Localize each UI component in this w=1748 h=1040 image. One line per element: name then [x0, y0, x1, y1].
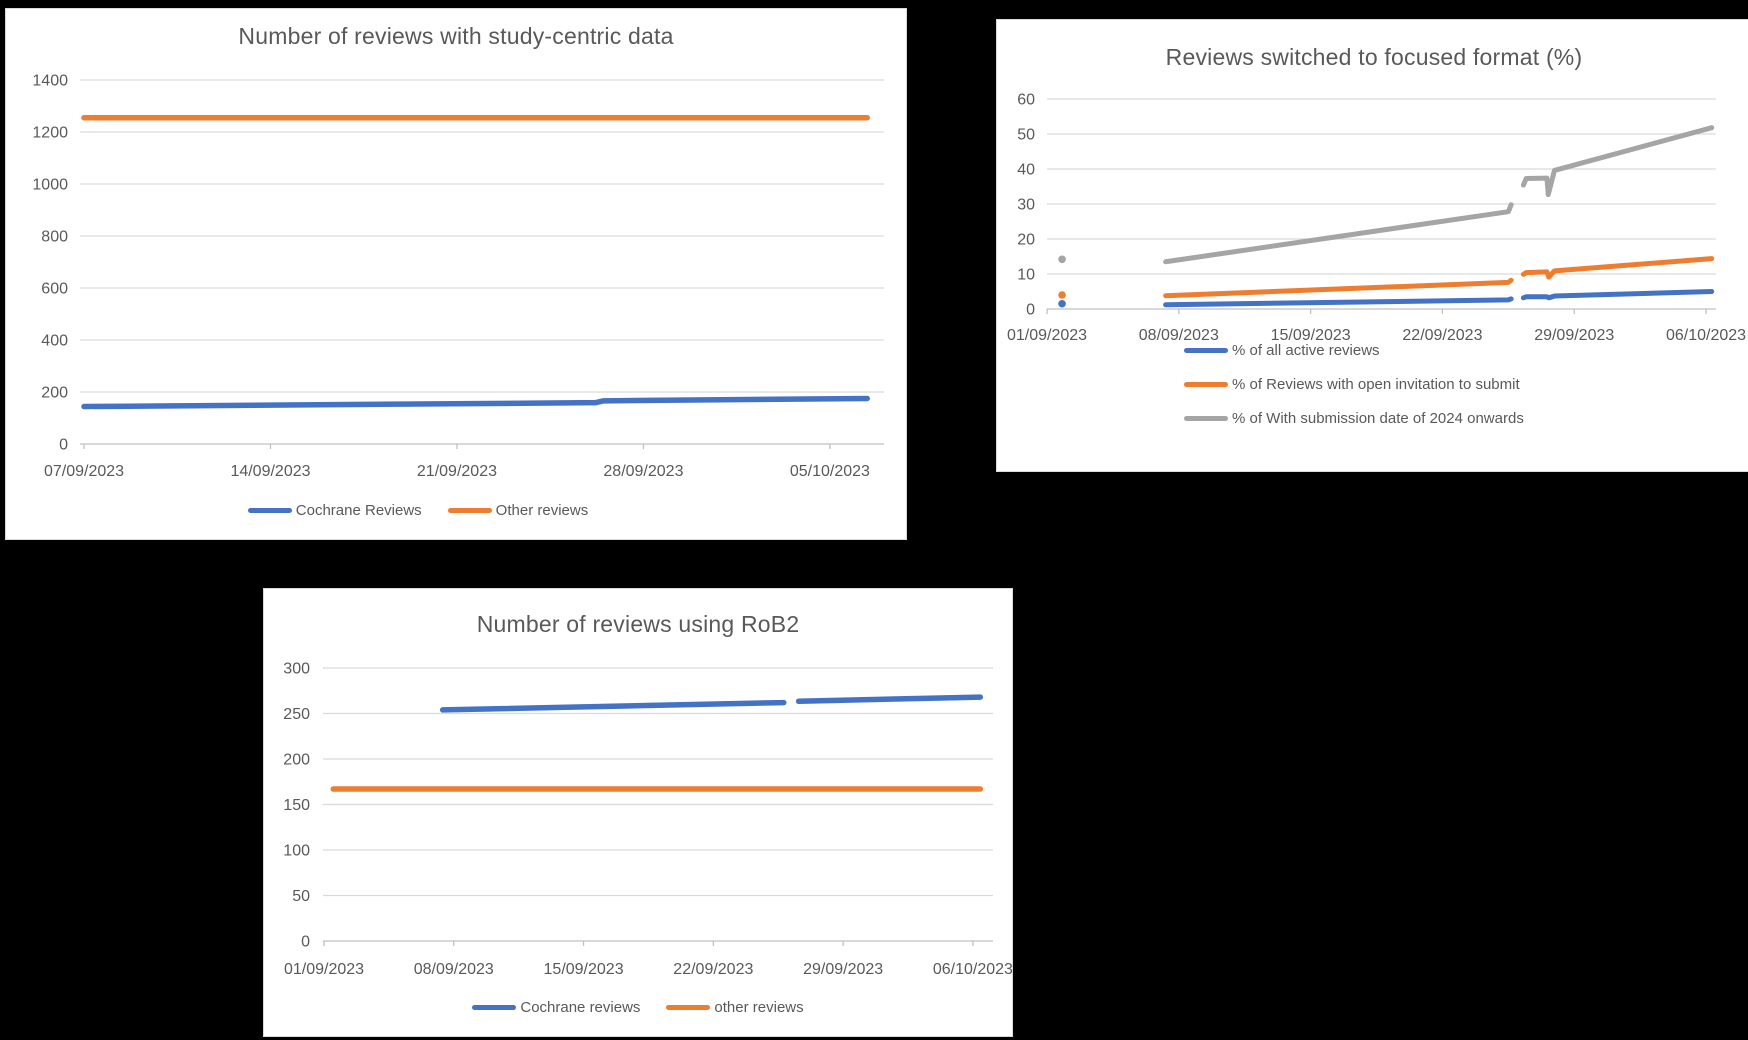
x-axis-ticks [1046, 309, 1707, 314]
legend-label: Cochrane Reviews [295, 502, 422, 519]
svg-text:1200: 1200 [32, 125, 68, 142]
x-tick-labels: 01/09/2023 08/09/2023 15/09/2023 22/09/2023… [1007, 327, 1746, 344]
series-dot [1058, 299, 1066, 308]
legend: Cochrane reviews other reviews [264, 999, 1012, 1016]
legend-label: % of all active reviews [1232, 342, 1380, 359]
legend-item: Cochrane Reviews [247, 502, 422, 519]
legend-item: other reviews [666, 999, 804, 1016]
legend-label: % of With submission date of 2024 onward… [1232, 410, 1524, 427]
legend-label: % of Reviews with open invitation to sub… [1232, 376, 1520, 393]
legend-swatch [247, 508, 292, 513]
svg-text:20: 20 [1017, 232, 1035, 249]
svg-text:29/09/2023: 29/09/2023 [1534, 327, 1614, 344]
y-tick-labels: 0 10 20 30 40 50 60 [1017, 92, 1035, 319]
legend-item: Cochrane reviews [472, 999, 640, 1016]
svg-text:60: 60 [1017, 92, 1035, 109]
svg-text:29/09/2023: 29/09/2023 [803, 961, 883, 978]
svg-text:100: 100 [283, 843, 310, 860]
series-2 [1058, 125, 1715, 265]
series-0 [81, 395, 870, 410]
x-axis-ticks [83, 444, 831, 449]
chart-title: Number of reviews using RoB2 [476, 611, 800, 637]
y-gridlines [1047, 98, 1716, 310]
svg-text:05/10/2023: 05/10/2023 [790, 463, 870, 480]
chart-title: Number of reviews with study-centric dat… [238, 23, 674, 49]
svg-text:15/09/2023: 15/09/2023 [544, 961, 624, 978]
svg-text:14/09/2023: 14/09/2023 [230, 463, 310, 480]
series-dot [1058, 255, 1066, 264]
svg-text:600: 600 [41, 281, 68, 298]
series-0 [439, 694, 984, 713]
chart-card-rob2: Number of reviews using RoB2 0 50 100 150 20… [263, 588, 1013, 1037]
legend-label: Other reviews [495, 502, 589, 519]
svg-text:15/09/2023: 15/09/2023 [1271, 327, 1351, 344]
svg-text:200: 200 [283, 752, 310, 769]
svg-text:200: 200 [41, 385, 68, 402]
legend-swatch [1184, 382, 1228, 387]
series-dot [1058, 291, 1066, 299]
svg-text:06/10/2023: 06/10/2023 [1666, 327, 1746, 344]
legend-label: Cochrane reviews [520, 999, 641, 1016]
x-tick-labels: 01/09/2023 08/09/2023 15/09/2023 22/09/2023… [284, 961, 1013, 978]
svg-text:08/09/2023: 08/09/2023 [414, 961, 494, 978]
svg-text:01/09/2023: 01/09/2023 [284, 961, 364, 978]
y-tick-labels: 0 200 400 600 800 1000 1200 1400 [32, 73, 68, 454]
plot-area: 0 200 400 600 800 1000 1200 1400 07/09/2023 14/09… [32, 73, 884, 480]
svg-text:400: 400 [41, 333, 68, 350]
svg-text:800: 800 [41, 229, 68, 246]
chart-card-focused-format: Reviews switched to focused format (%) 0… [996, 19, 1748, 472]
legend-swatch [1184, 416, 1228, 421]
legend-item: % of With submission date of 2024 onward… [1184, 410, 1524, 427]
svg-text:01/09/2023: 01/09/2023 [1007, 327, 1087, 344]
svg-text:22/09/2023: 22/09/2023 [673, 961, 753, 978]
legend-swatch [472, 1005, 517, 1010]
svg-text:1000: 1000 [32, 177, 68, 194]
svg-text:150: 150 [283, 797, 310, 814]
svg-text:21/09/2023: 21/09/2023 [417, 463, 497, 480]
chart-title: Reviews switched to focused format (%) [1165, 44, 1583, 70]
x-axis-ticks [323, 941, 974, 946]
legend: % of all active reviews % of Reviews with… [1184, 342, 1524, 427]
legend: Cochrane Reviews Other reviews [6, 502, 868, 519]
chart-card-study-centric: Number of reviews with study-centric dat… [5, 8, 907, 540]
svg-text:1400: 1400 [32, 73, 68, 90]
svg-text:250: 250 [283, 706, 310, 723]
legend-item: % of all active reviews [1184, 342, 1524, 359]
svg-text:50: 50 [292, 888, 310, 905]
plot-area: 0 10 20 30 40 50 60 01/09/2023 08/09/2023 15/09/2… [1007, 92, 1746, 345]
plot-area: 0 50 100 150 200 250 300 01/09/2023 08/09/2023 15… [283, 661, 1013, 979]
x-tick-labels: 07/09/2023 14/09/2023 21/09/2023 28/09/2023… [44, 463, 870, 480]
svg-text:08/09/2023: 08/09/2023 [1139, 327, 1219, 344]
svg-text:0: 0 [301, 934, 310, 951]
svg-text:300: 300 [283, 661, 310, 678]
svg-text:06/10/2023: 06/10/2023 [933, 961, 1013, 978]
legend-label: other reviews [714, 999, 804, 1016]
svg-text:50: 50 [1017, 127, 1035, 144]
series-0 [1058, 289, 1715, 308]
y-gridlines [80, 79, 884, 445]
legend-swatch [1184, 348, 1228, 353]
svg-text:40: 40 [1017, 162, 1035, 179]
legend-item: Other reviews [447, 502, 589, 519]
svg-text:30: 30 [1017, 197, 1035, 214]
legend-swatch [666, 1005, 711, 1010]
legend-swatch [447, 508, 492, 513]
legend-item: % of Reviews with open invitation to sub… [1184, 376, 1524, 393]
y-gridlines [323, 667, 993, 942]
svg-text:0: 0 [1026, 302, 1035, 319]
svg-text:0: 0 [59, 437, 68, 454]
svg-text:07/09/2023: 07/09/2023 [44, 463, 124, 480]
y-tick-labels: 0 50 100 150 200 250 300 [283, 661, 310, 951]
svg-text:10: 10 [1017, 267, 1035, 284]
svg-text:22/09/2023: 22/09/2023 [1402, 327, 1482, 344]
series-1 [1058, 256, 1715, 299]
svg-text:28/09/2023: 28/09/2023 [603, 463, 683, 480]
